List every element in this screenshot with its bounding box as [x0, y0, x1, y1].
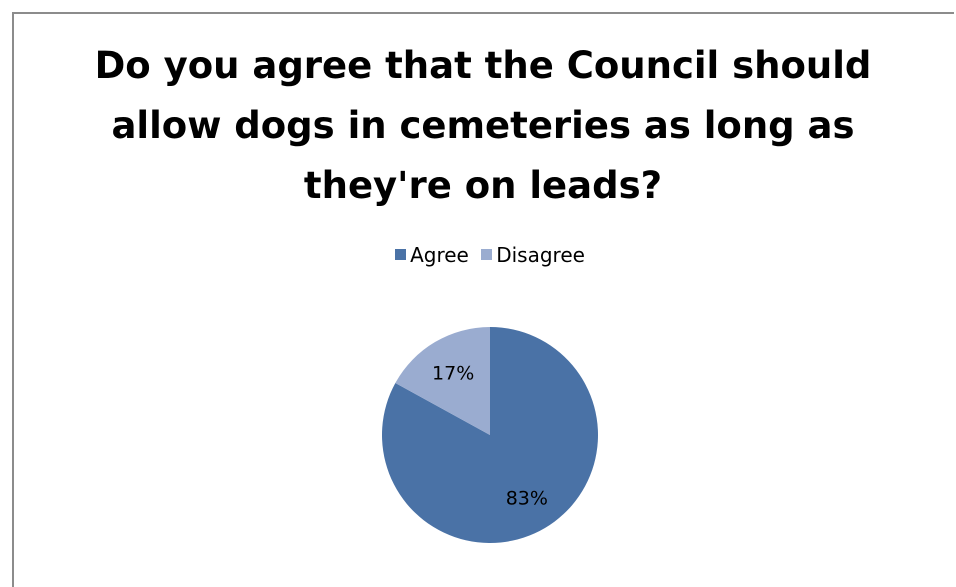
legend-label-agree: Agree	[410, 242, 469, 267]
slice-label-agree: 83%	[506, 487, 548, 509]
pie-slice-agree	[382, 327, 598, 544]
chart-title-line-2: allow dogs in cemeteries as long as	[111, 104, 855, 147]
chart-title: Do you agree that the Council should all…	[12, 36, 954, 216]
legend-swatch-agree	[395, 249, 407, 260]
legend-label-disagree: Disagree	[496, 242, 585, 267]
pie-data-labels: 83% 17%	[432, 363, 548, 510]
legend-swatch-disagree	[481, 249, 493, 260]
legend-item-agree: Agree	[395, 243, 469, 267]
legend-item-disagree: Disagree	[481, 243, 585, 267]
pie-slices	[382, 327, 598, 544]
chart-title-line-3: they're on leads?	[303, 164, 663, 207]
chart-legend: Agree Disagree	[0, 241, 956, 267]
slice-label-disagree: 17%	[432, 363, 474, 385]
chart-title-line-1: Do you agree that the Council should	[94, 44, 872, 87]
pie-slice-disagree	[395, 327, 490, 435]
